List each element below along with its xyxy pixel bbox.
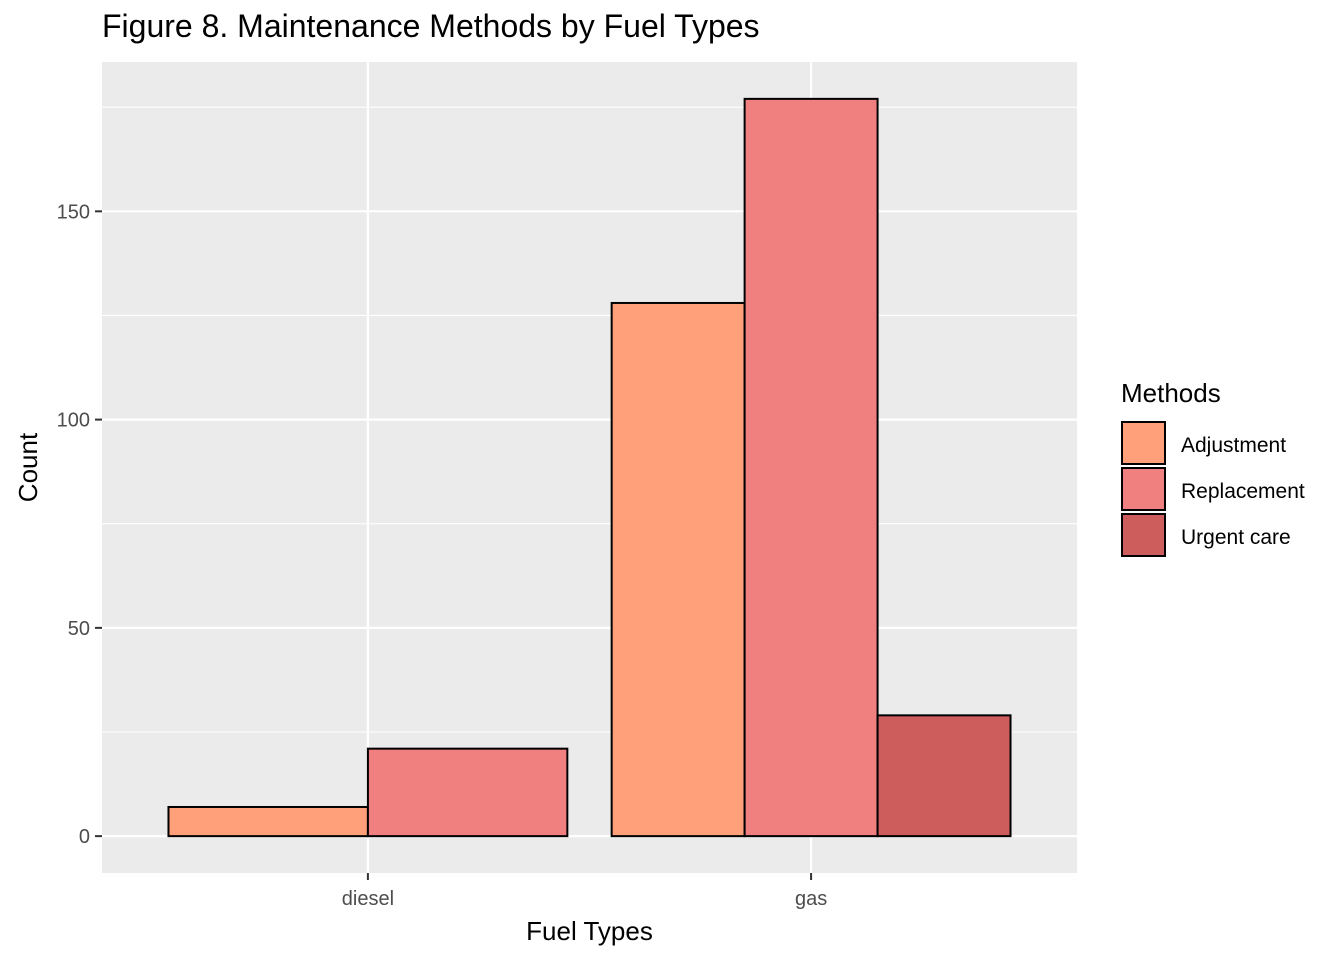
bar [743, 97, 879, 838]
y-axis: 0 50 100 150 [57, 201, 102, 848]
bar [610, 301, 746, 838]
legend-key [1121, 421, 1166, 465]
y-tick-label: 100 [57, 410, 90, 432]
y-tick-label: 0 [79, 826, 90, 848]
x-tick-label: gas [795, 888, 827, 910]
y-tick-label: 150 [57, 201, 90, 223]
legend-label: Urgent care [1181, 526, 1291, 549]
y-axis-title: Count [13, 432, 43, 502]
legend-key [1121, 513, 1166, 557]
x-tick-label: diesel [342, 888, 394, 910]
x-axis-title: Fuel Types [526, 916, 653, 946]
bar [876, 714, 1012, 838]
legend-key [1121, 467, 1166, 511]
bar [167, 805, 369, 838]
legend: Methods Adjustment Replacement Urgent care [1121, 378, 1305, 557]
chart-title: Figure 8. Maintenance Methods by Fuel Ty… [102, 8, 760, 44]
bars [167, 97, 1012, 838]
legend-label: Adjustment [1181, 434, 1286, 457]
y-tick-label: 50 [68, 618, 90, 640]
legend-title: Methods [1121, 378, 1221, 408]
legend-label: Replacement [1181, 480, 1305, 503]
x-axis: diesel gas [342, 873, 827, 910]
bar [366, 747, 569, 838]
